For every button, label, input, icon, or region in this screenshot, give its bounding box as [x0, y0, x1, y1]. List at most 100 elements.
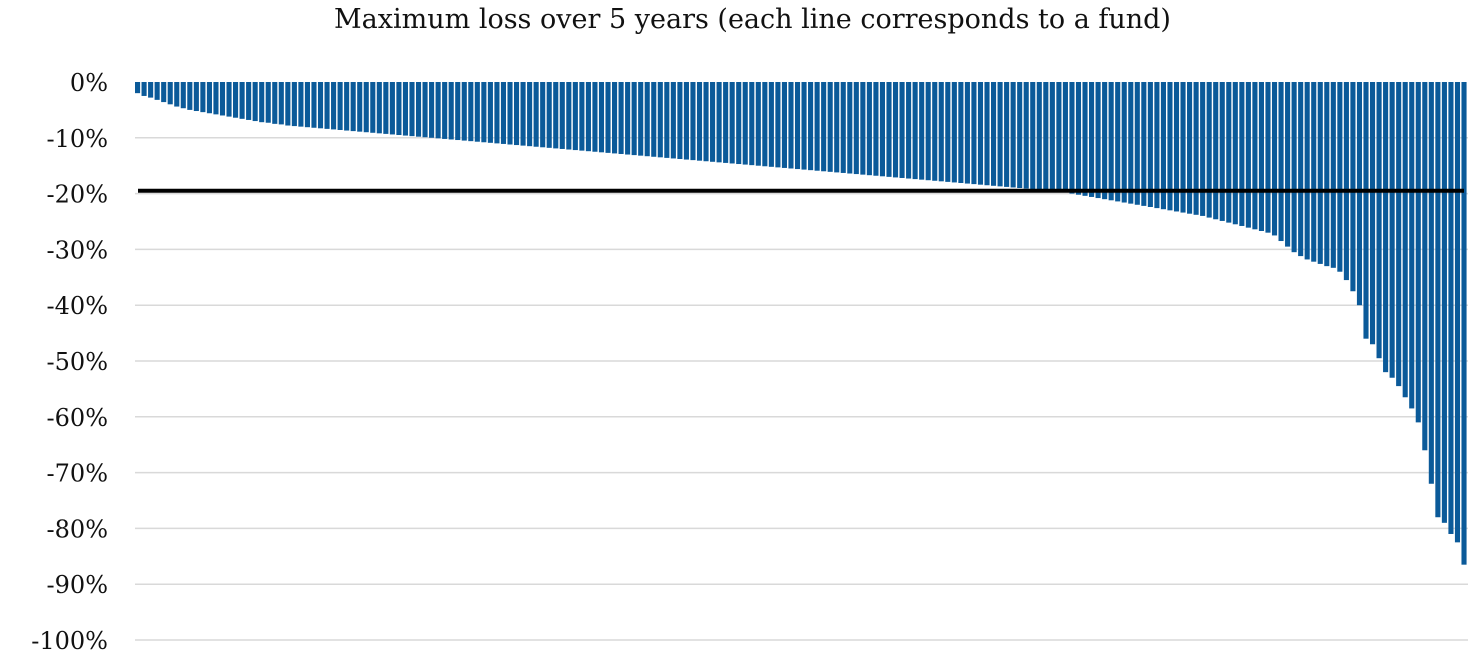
- bar: [513, 82, 520, 146]
- bar: [494, 82, 500, 144]
- y-tick-label: -100%: [31, 627, 108, 655]
- bar: [1043, 82, 1049, 191]
- bar: [1330, 82, 1336, 268]
- bar: [585, 82, 591, 152]
- bar: [324, 82, 330, 129]
- bar: [1108, 82, 1114, 201]
- bar: [866, 82, 872, 176]
- bar: [873, 82, 879, 176]
- bar: [703, 82, 709, 162]
- bar: [755, 82, 761, 166]
- y-tick-label: -60%: [47, 404, 108, 432]
- bar: [1167, 82, 1173, 211]
- bar: [1206, 82, 1212, 218]
- bar: [853, 82, 859, 175]
- bar: [631, 82, 637, 156]
- bar: [1010, 82, 1016, 188]
- bar: [174, 82, 180, 107]
- bar: [553, 82, 559, 149]
- bar: [1350, 82, 1356, 292]
- bar: [664, 82, 670, 158]
- bar: [252, 82, 258, 122]
- bar: [736, 82, 742, 165]
- bar: [193, 82, 199, 112]
- bar: [827, 82, 833, 172]
- bar: [1049, 82, 1055, 191]
- bar: [455, 82, 461, 141]
- bar: [1258, 82, 1264, 231]
- bar: [768, 82, 774, 167]
- bar: [481, 82, 487, 143]
- bar: [1265, 82, 1271, 233]
- bar: [572, 82, 578, 151]
- bar: [409, 82, 415, 137]
- bar: [906, 82, 912, 179]
- bar: [285, 82, 291, 126]
- bar: [435, 82, 441, 139]
- bar: [344, 82, 350, 131]
- bar: [442, 82, 448, 139]
- bar: [945, 82, 951, 182]
- bar: [971, 82, 977, 185]
- bar: [775, 82, 781, 168]
- bar: [507, 82, 513, 145]
- bar: [932, 82, 938, 181]
- bar: [834, 82, 840, 173]
- bar: [821, 82, 827, 172]
- bar: [415, 82, 422, 137]
- bar: [958, 82, 964, 183]
- bar: [696, 82, 703, 161]
- bar: [298, 82, 304, 127]
- bar: [1121, 82, 1127, 203]
- bar: [1219, 82, 1225, 221]
- bar: [304, 82, 310, 128]
- bar: [233, 82, 239, 118]
- bar: [1082, 82, 1088, 196]
- bar: [1343, 82, 1349, 281]
- bar: [278, 82, 284, 125]
- bar: [448, 82, 454, 140]
- bar: [1239, 82, 1245, 226]
- bar: [984, 82, 990, 186]
- bar: [1298, 82, 1304, 257]
- bar: [847, 82, 853, 174]
- bar: [879, 82, 886, 177]
- bar: [605, 82, 611, 153]
- bar: [337, 82, 343, 130]
- bar: [710, 82, 716, 162]
- bar: [1448, 82, 1454, 534]
- bar: [1409, 82, 1415, 409]
- bar: [500, 82, 507, 144]
- bar: [1115, 82, 1121, 202]
- bar: [226, 82, 232, 117]
- bar: [1454, 82, 1461, 543]
- bar: [612, 82, 618, 154]
- bar: [592, 82, 598, 152]
- bar: [546, 82, 552, 148]
- bar: [840, 82, 846, 173]
- y-tick-label: -20%: [47, 181, 108, 209]
- bar: [1017, 82, 1023, 189]
- y-axis-ticks: 0% -10% -20% -30% -40% -50% -60% -70% -80% -90% -1…: [31, 69, 108, 655]
- bar: [1069, 82, 1075, 194]
- bar: [1173, 82, 1180, 212]
- bar: [402, 82, 409, 136]
- bar: [814, 82, 820, 171]
- bar: [794, 82, 801, 170]
- gridlines: [135, 137, 1468, 641]
- bar: [246, 82, 252, 120]
- bar: [213, 82, 219, 115]
- bar: [148, 82, 154, 98]
- bar: [1147, 82, 1153, 207]
- bar: [1396, 82, 1402, 387]
- bar: [886, 82, 892, 177]
- bar: [219, 82, 226, 116]
- bar: [1402, 82, 1408, 398]
- bar: [651, 82, 657, 157]
- bar: [1415, 82, 1421, 423]
- bar: [762, 82, 768, 167]
- bar: [912, 82, 918, 180]
- bar: [1461, 82, 1467, 565]
- bar: [1102, 82, 1108, 200]
- bar: [1232, 82, 1238, 225]
